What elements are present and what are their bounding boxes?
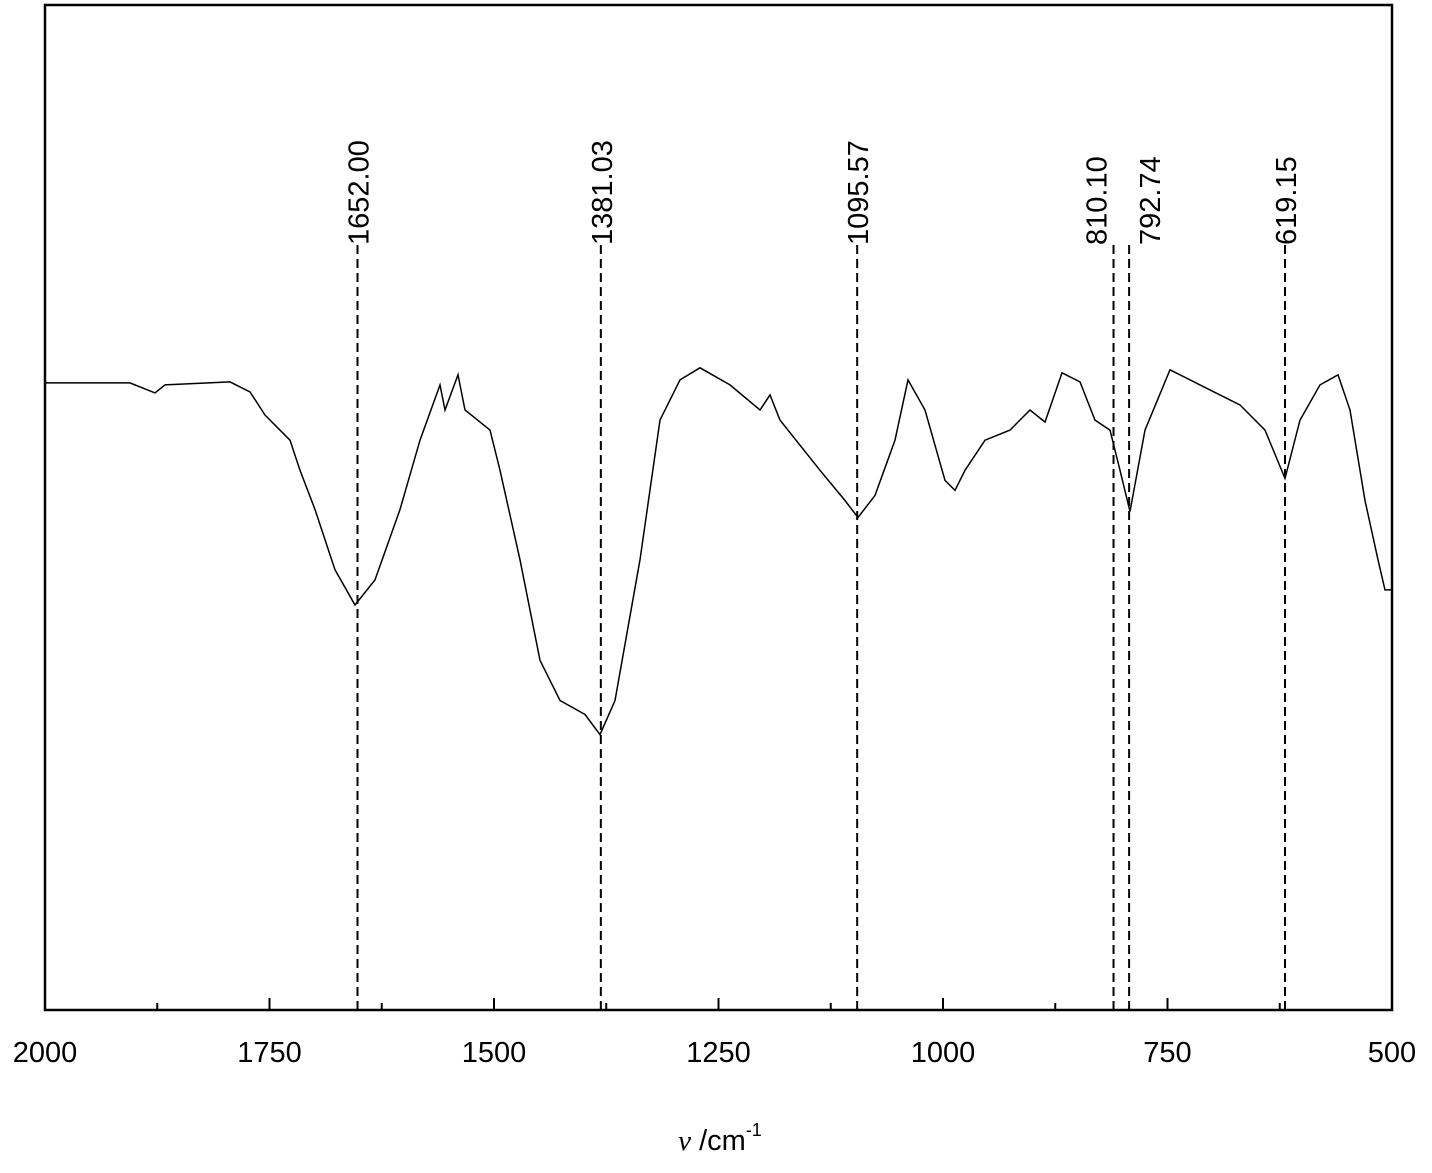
peak-label: 810.10: [1082, 156, 1114, 245]
x-axis-label: ν /cm-1: [678, 1120, 762, 1157]
peak-label: 1381.03: [587, 140, 619, 245]
x-tick-label: 1750: [237, 1037, 302, 1069]
peak-label: 619.15: [1271, 156, 1303, 245]
x-tick-label: 750: [1143, 1037, 1191, 1069]
x-tick-label: 2000: [13, 1037, 78, 1069]
x-tick-label: 1250: [686, 1037, 751, 1069]
x-label-unit: /cm: [691, 1125, 746, 1157]
peak-label: 1652.00: [344, 140, 376, 245]
x-label-symbol: ν: [678, 1125, 691, 1157]
x-tick-label: 500: [1368, 1037, 1416, 1069]
x-label-exponent: -1: [746, 1120, 762, 1140]
x-tick-label: 1500: [462, 1037, 527, 1069]
plot-frame: [43, 3, 1394, 1012]
x-tick-label: 1000: [911, 1037, 976, 1069]
peak-label: 1095.57: [843, 140, 875, 245]
peak-label: 792.74: [1135, 156, 1167, 245]
spectrum-line: [45, 366, 1392, 737]
